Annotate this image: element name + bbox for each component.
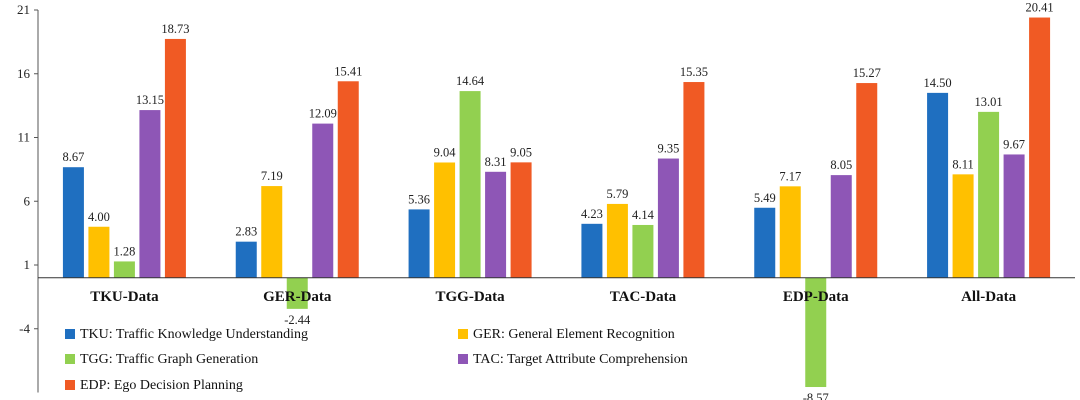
value-label: 14.64 [456,74,485,88]
bar-tku-tgg-data [408,209,430,278]
bar-tac-all-data [1003,154,1025,278]
bar-ger-tgg-data [434,162,456,278]
y-tick-label: 21 [17,2,30,17]
value-label: 9.04 [434,145,457,159]
value-label: 5.36 [408,192,430,206]
bar-tgg-tac-data [632,224,654,278]
legend-item-tgg: TGG: Traffic Graph Generation [65,352,258,367]
legend-label: TKU: Traffic Knowledge Understanding [80,327,308,342]
bar-ger-tku-data [88,226,110,278]
legend-item-edp: EDP: Ego Decision Planning [65,378,243,393]
value-label: 4.23 [581,207,603,221]
value-label: 2.83 [235,225,257,239]
bar-edp-tgg-data [510,162,532,278]
value-label: 4.14 [632,208,655,222]
x-category-label: GER-Data [263,289,332,305]
value-label: 1.28 [113,244,135,258]
legend-swatch [458,354,468,364]
value-label: 5.49 [754,191,776,205]
legend-label: TAC: Target Attribute Comprehension [473,352,688,367]
x-axis: TKU-Data GER-Data TGG-Data TAC-Data EDP-Data… [38,277,1075,305]
bar-ger-all-data [952,174,974,278]
bar-tac-ger-data [312,123,334,278]
value-label: 12.09 [309,107,337,121]
value-label: 9.05 [510,145,532,159]
value-labels: 8.67 4.00 1.28 13.15 18.73 2.83 7.19 -2.44 12.09… [62,1,1053,400]
x-category-label: TGG-Data [435,289,505,305]
bar-tgg-tku-data [113,261,135,278]
y-tick-label: 16 [17,66,31,81]
bar-tac-edp-data [830,175,852,278]
legend-swatch [458,329,468,339]
value-label: 13.01 [975,95,1003,109]
bar-ger-edp-data [779,186,801,278]
legend-item-ger: GER: General Element Recognition [458,327,675,342]
x-category-label: All-Data [961,289,1016,305]
value-label: 18.73 [161,22,189,36]
value-label: -8.57 [803,391,829,400]
bar-tgg-ger-data [286,277,308,309]
bar-tku-tac-data [581,223,603,278]
y-tick-label: 11 [17,130,30,145]
bar-tgg-tgg-data [459,91,481,278]
value-label: 8.05 [830,158,852,172]
legend-label: GER: General Element Recognition [473,327,675,342]
legend-item-tku: TKU: Traffic Knowledge Understanding [65,327,308,342]
bar-tku-ger-data [235,241,257,278]
value-label: 7.17 [779,169,801,183]
bars [62,17,1051,388]
value-label: 4.00 [88,210,110,224]
value-label: 15.41 [334,64,362,78]
value-label: 14.50 [924,76,952,90]
x-category-label: TAC-Data [610,289,677,305]
legend: TKU: Traffic Knowledge Understanding GER:… [65,327,688,393]
bar-edp-all-data [1029,17,1051,278]
bar-edp-tac-data [683,82,705,278]
value-label: -2.44 [284,313,311,327]
value-label: 15.27 [853,66,881,80]
legend-label: EDP: Ego Decision Planning [80,378,243,393]
bar-tku-all-data [927,92,949,278]
y-tick-label: -4 [19,321,30,336]
bar-edp-edp-data [856,83,878,278]
value-label: 7.19 [261,169,283,183]
bar-edp-ger-data [337,81,359,278]
bar-tgg-edp-data [805,277,827,388]
value-label: 9.35 [657,142,679,156]
legend-swatch [65,380,75,390]
x-category-label: TKU-Data [90,289,159,305]
y-axis: 21 16 11 6 1 -4 [17,2,39,393]
value-label: 8.67 [62,150,84,164]
value-label: 9.67 [1003,137,1025,151]
x-category-label: EDP-Data [783,289,849,305]
bar-tku-tku-data [62,167,84,278]
bar-tac-tac-data [657,158,679,278]
legend-item-tac: TAC: Target Attribute Comprehension [458,352,688,367]
bar-tac-tgg-data [485,171,507,278]
y-tick-label: 1 [24,257,31,272]
legend-swatch [65,329,75,339]
value-label: 8.31 [485,155,507,169]
bar-ger-ger-data [261,186,283,278]
bar-tgg-all-data [978,111,1000,278]
value-label: 8.11 [952,157,973,171]
y-tick-label: 6 [24,193,31,208]
bar-tac-tku-data [139,110,161,278]
value-label: 20.41 [1026,1,1054,15]
legend-swatch [65,354,75,364]
value-label: 15.35 [680,65,708,79]
bar-tku-edp-data [754,207,776,278]
value-label: 5.79 [606,187,628,201]
value-label: 13.15 [136,93,164,107]
bar-edp-tku-data [164,38,186,278]
legend-label: TGG: Traffic Graph Generation [80,352,258,367]
bar-ger-tac-data [606,203,628,278]
